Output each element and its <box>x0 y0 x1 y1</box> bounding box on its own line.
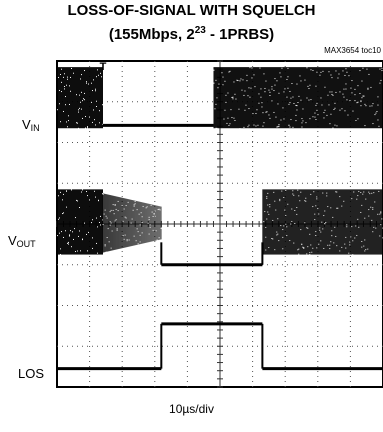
trace-vout-decaying <box>102 193 162 253</box>
figure-tag: MAX3654 toc10 <box>324 46 381 55</box>
trace-label-los: LOS <box>18 366 45 381</box>
chart-title-line1: LOSS-OF-SIGNAL WITH SQUELCH <box>67 2 316 19</box>
trace-label-vout: VOUT <box>8 233 36 250</box>
trace-vin-signal <box>213 67 383 130</box>
trace-vin-signal <box>57 67 103 130</box>
chart-title-line2: (155Mbps, 223 - 1PRBS) <box>108 25 275 43</box>
trace-vout-signal <box>262 189 383 256</box>
trace-vout-signal <box>57 189 103 255</box>
trigger-marker: T <box>100 61 107 73</box>
trace-label-vin: VIN <box>22 117 40 134</box>
x-axis-label: 10µs/div <box>169 402 214 416</box>
